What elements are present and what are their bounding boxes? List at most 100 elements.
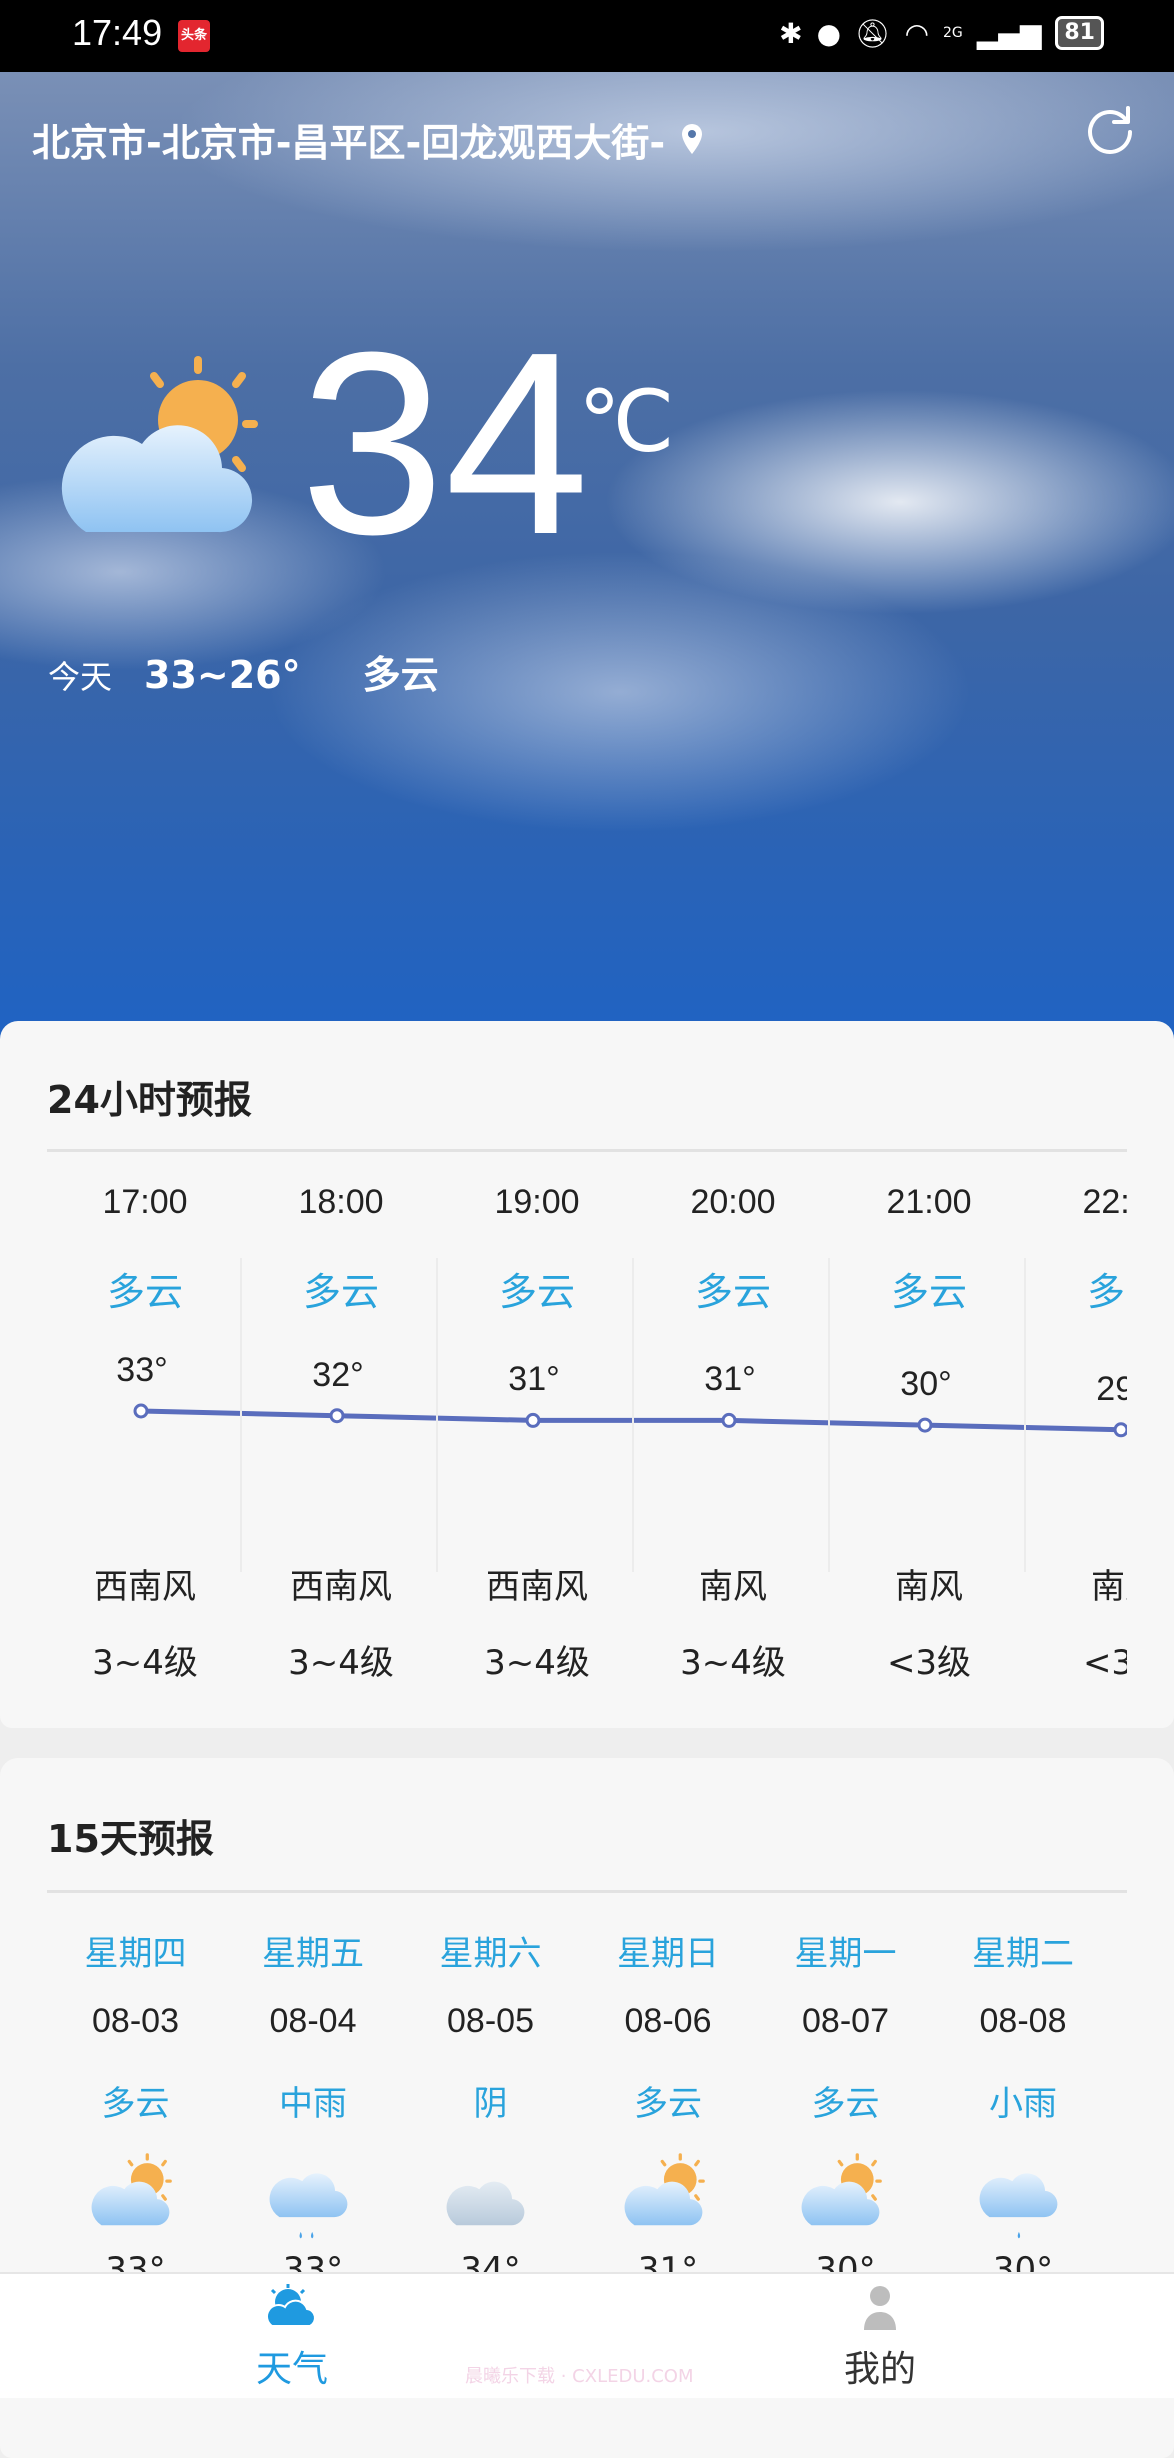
hourly-title: 24小时预报 bbox=[47, 1078, 252, 1122]
column-separator bbox=[436, 1258, 438, 1572]
hour-temp-label: 31° bbox=[508, 1360, 560, 1399]
hour-wind-level: 3~4级 bbox=[92, 1643, 198, 1683]
daily-item[interactable]: 星期四 08-03 多云 33° bbox=[77, 1758, 254, 2278]
hour-condition: 多云 bbox=[302, 1270, 379, 1314]
day-date: 08-04 bbox=[269, 2002, 357, 2040]
watermark: 晨曦乐下载 · CXLEDU.COM bbox=[465, 2366, 694, 2387]
hour-temp-label: 33° bbox=[116, 1351, 168, 1389]
hourly-scroller[interactable]: 17:00 多云西南风 3~4级 33° 18:00 多云西南风 3~4级 32° 19:00 多… bbox=[47, 1021, 1127, 1728]
hour-wind-direction: 南风 bbox=[699, 1567, 767, 1607]
partly-cloudy-icon bbox=[623, 2150, 713, 2244]
hour-wind-direction: 南风 bbox=[1091, 1567, 1127, 1607]
temp-point bbox=[525, 1412, 541, 1428]
bottom-nav: 天气 我的 bbox=[0, 2272, 1174, 2398]
location-text: 北京市-北京市-昌平区-回龙观西大街- bbox=[32, 121, 666, 165]
day-condition: 中雨 bbox=[279, 2084, 347, 2124]
partly-cloudy-icon bbox=[90, 2150, 180, 2244]
hour-wind-direction: 西南风 bbox=[486, 1567, 588, 1607]
day-condition: 多云 bbox=[811, 2084, 880, 2124]
nav-mine-label: 我的 bbox=[843, 2349, 916, 2390]
today-summary: 今天 33~26° 多云 bbox=[48, 644, 439, 699]
hour-wind-direction: 西南风 bbox=[94, 1567, 196, 1607]
partly-cloudy-icon bbox=[800, 2150, 890, 2244]
wifi-icon: ◠ bbox=[904, 16, 929, 50]
temp-point bbox=[1113, 1422, 1127, 1438]
hourly-item: 17:00 多云西南风 3~4级 33° bbox=[47, 1021, 243, 1728]
temp-line bbox=[140, 1408, 1122, 1433]
hourly-item: 18:00 多云西南风 3~4级 32° bbox=[243, 1021, 439, 1728]
hour-time: 17:00 bbox=[102, 1183, 188, 1221]
toutiao-app-icon: 头条 bbox=[178, 20, 210, 52]
network-type: 2G bbox=[943, 25, 963, 41]
day-date: 08-08 bbox=[979, 2002, 1067, 2040]
user-icon bbox=[864, 2286, 896, 2330]
current-weather-hero: 北京市-北京市-昌平区-回龙观西大街- 34 ℃ 今天 33~26° 多云 bbox=[0, 72, 1174, 1052]
hourly-temp-chart bbox=[133, 1403, 1127, 1438]
hour-condition: 多云 bbox=[498, 1270, 575, 1314]
hour-time: 21:00 bbox=[886, 1183, 972, 1221]
hour-time: 18:00 bbox=[298, 1183, 384, 1221]
temp-point bbox=[329, 1408, 345, 1424]
day-condition: 阴 bbox=[473, 2084, 508, 2124]
hour-condition: 多云 bbox=[1086, 1270, 1127, 1314]
daily-scroller[interactable]: 星期四 08-03 多云 33° 星期五 08-04 中雨 33° 星期六 08-05 阴 34° 星期… bbox=[47, 1758, 1127, 2278]
today-condition: 多云 bbox=[362, 653, 439, 697]
daily-item[interactable]: 星期日 08-06 多云 31° bbox=[610, 1758, 787, 2278]
status-icons: ✱ ● 🔕︎ ◠ 2G ▂▄▆ 81 bbox=[779, 16, 1104, 50]
temperature-unit: ℃ bbox=[578, 374, 675, 470]
mute-bell-icon: 🔕︎ bbox=[855, 16, 891, 50]
nav-mine[interactable]: 我的 bbox=[780, 2282, 980, 2392]
hour-temp-label: 29° bbox=[1096, 1369, 1127, 1408]
today-range: 33~26° bbox=[144, 653, 301, 697]
location-selector[interactable]: 北京市-北京市-昌平区-回龙观西大街- bbox=[32, 112, 705, 167]
hour-wind-level: <3级 bbox=[886, 1643, 972, 1683]
nav-weather[interactable]: 天气 bbox=[192, 2282, 392, 2392]
column-separator bbox=[632, 1258, 634, 1572]
day-weekday: 星期二 bbox=[972, 1934, 1074, 1974]
partly-cloudy-icon bbox=[58, 348, 278, 572]
hour-wind-direction: 南风 bbox=[895, 1567, 963, 1607]
signal-icon: ▂▄▆ bbox=[976, 16, 1042, 50]
daily-item[interactable]: 星期六 08-05 阴 34° bbox=[432, 1758, 609, 2278]
hour-wind-direction: 西南风 bbox=[290, 1567, 392, 1607]
nav-weather-label: 天气 bbox=[255, 2349, 328, 2390]
temp-point bbox=[721, 1412, 737, 1428]
day-date: 08-03 bbox=[92, 2002, 179, 2040]
rain-moderate-icon bbox=[268, 2150, 358, 2244]
refresh-icon[interactable] bbox=[1082, 102, 1138, 158]
hourly-item: 21:00 多云 南风 <3级 30° bbox=[831, 1021, 1027, 1728]
day-date: 08-09 bbox=[1112, 2002, 1127, 2041]
hour-wind-level: 3~4级 bbox=[288, 1643, 394, 1683]
day-weekday: 星期日 bbox=[617, 1934, 719, 1974]
day-weekday: 星期四 bbox=[84, 1934, 187, 1974]
location-status-icon: ● bbox=[816, 16, 842, 50]
current-temperature: 34 bbox=[300, 299, 590, 589]
battery-indicator: 81 bbox=[1055, 16, 1104, 50]
hour-temp-label: 32° bbox=[312, 1355, 364, 1394]
hour-condition: 多云 bbox=[890, 1270, 967, 1314]
map-pin-icon bbox=[682, 123, 703, 154]
hour-temp-label: 31° bbox=[704, 1360, 756, 1399]
hourly-item: 19:00 多云西南风 3~4级 31° bbox=[439, 1021, 635, 1728]
hour-wind-level: 3~4级 bbox=[484, 1643, 590, 1683]
day-condition: 多云 bbox=[634, 2084, 702, 2124]
hour-wind-level: <3级 bbox=[1082, 1643, 1127, 1683]
hour-condition: 多云 bbox=[106, 1270, 183, 1314]
hourly-forecast-card: 24小时预报 17:00 多云西南风 3~4级 33° 18:00 多云西南风 3~4级 32… bbox=[0, 1021, 1174, 1728]
day-date: 08-07 bbox=[802, 2002, 889, 2040]
temp-point bbox=[917, 1417, 933, 1433]
divider bbox=[47, 1149, 1127, 1152]
temp-point bbox=[133, 1403, 149, 1419]
daily-item[interactable]: 星期二 08-08 小雨 30° bbox=[965, 1758, 1128, 2278]
hour-wind-level: 3~4级 bbox=[680, 1643, 786, 1683]
status-time: 17:49 bbox=[72, 12, 163, 53]
day-weekday: 星期一 bbox=[794, 1934, 897, 1974]
day-condition: 小雨 bbox=[989, 2084, 1057, 2124]
overcast-icon bbox=[445, 2150, 535, 2244]
column-separator bbox=[1024, 1258, 1026, 1572]
hourly-item: 20:00 多云 南风 3~4级 31° bbox=[635, 1021, 831, 1728]
daily-item[interactable]: 星期五 08-04 中雨 33° bbox=[255, 1758, 432, 2278]
weather-tab-icon bbox=[265, 2284, 316, 2327]
hour-time: 19:00 bbox=[494, 1183, 580, 1221]
column-separator bbox=[828, 1258, 830, 1572]
